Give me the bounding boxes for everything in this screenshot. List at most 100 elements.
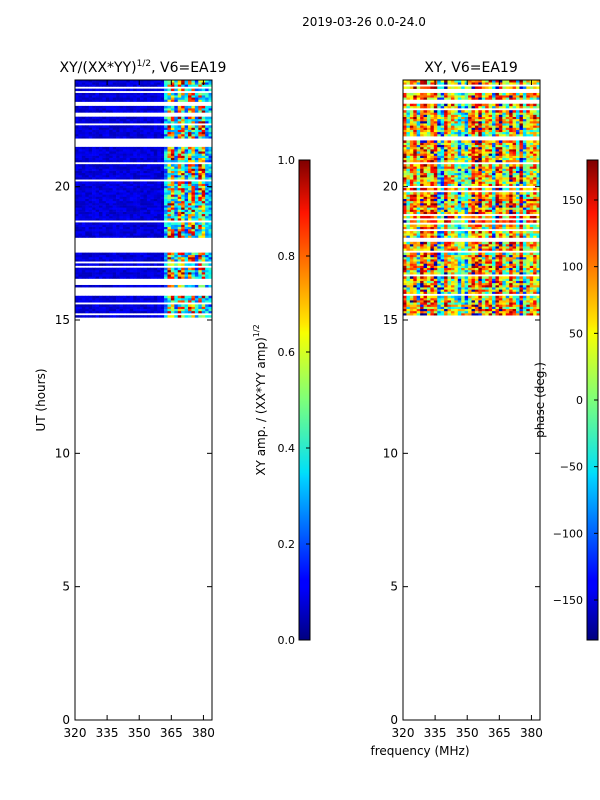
heatmap-cell: [481, 248, 486, 251]
heatmap-cell: [170, 300, 175, 303]
heatmap-cell: [167, 209, 172, 212]
heatmap-cell: [430, 313, 435, 316]
heatmap-cell: [122, 209, 127, 212]
heatmap-cell: [160, 304, 165, 307]
heatmap-cell: [140, 207, 144, 210]
heatmap-cell: [164, 228, 168, 232]
heatmap-cell: [170, 133, 175, 137]
heatmap-cell: [143, 222, 148, 225]
heatmap-cell: [122, 151, 127, 154]
heatmap-cell: [454, 278, 459, 281]
heatmap-cell: [75, 215, 79, 219]
heatmap-cell: [526, 243, 531, 247]
heatmap-cell: [440, 263, 445, 266]
heatmap-cell: [109, 228, 113, 232]
heatmap-cell: [92, 192, 96, 195]
heatmap-cell: [447, 252, 452, 256]
heatmap-cell: [88, 205, 93, 208]
heatmap-cell: [116, 192, 120, 195]
heatmap-cell: [160, 306, 165, 310]
heatmap-cell: [140, 306, 144, 310]
heatmap-cell: [109, 297, 113, 301]
heatmap-cell: [170, 159, 175, 163]
heatmap-cell: [444, 304, 448, 307]
heatmap-cell: [133, 209, 137, 212]
heatmap-cell: [526, 269, 531, 273]
heatmap-cell: [481, 215, 486, 219]
heatmap-cell: [208, 131, 213, 135]
heatmap-cell: [198, 164, 203, 167]
heatmap-cell: [140, 205, 144, 208]
heatmap-cell: [205, 308, 209, 312]
heatmap-cell: [167, 207, 172, 210]
heatmap-cell: [174, 211, 179, 215]
heatmap-cell: [92, 256, 96, 260]
heatmap-cell: [423, 287, 428, 290]
heatmap-cell: [461, 291, 465, 294]
heatmap-cell: [433, 211, 438, 215]
heatmap-cell: [478, 235, 483, 238]
heatmap-cell: [75, 192, 79, 195]
heatmap-cell: [88, 99, 93, 102]
heatmap-cell: [519, 235, 524, 238]
heatmap-cell: [468, 297, 472, 301]
heatmap-cell: [423, 306, 428, 310]
heatmap-cell: [454, 282, 459, 286]
heatmap-cell: [167, 194, 172, 197]
heatmap-cell: [75, 80, 79, 83]
heatmap-cell: [181, 205, 185, 208]
heatmap-cell: [184, 129, 189, 133]
heatmap-cell: [146, 157, 151, 161]
heatmap-cell: [109, 84, 113, 87]
heatmap-cell: [492, 202, 496, 206]
heatmap-cell: [461, 265, 465, 269]
heatmap-cell: [75, 263, 79, 266]
heatmap-cell: [160, 170, 165, 174]
heatmap-cell: [133, 155, 137, 158]
heatmap-cell: [516, 284, 520, 288]
heatmap-cell: [423, 261, 428, 264]
heatmap-cell: [191, 164, 196, 167]
heatmap-cell: [498, 209, 503, 212]
heatmap-cell: [406, 267, 411, 271]
heatmap-cell: [146, 92, 151, 96]
heatmap-cell: [160, 194, 165, 197]
heatmap-cell: [450, 254, 455, 258]
heatmap-cell: [153, 252, 158, 256]
heatmap-cell: [133, 310, 137, 314]
heatmap-cell: [150, 263, 155, 266]
heatmap-cell: [184, 200, 189, 204]
heatmap-cell: [426, 287, 431, 290]
heatmap-cell: [461, 302, 465, 305]
heatmap-cell: [112, 116, 117, 120]
heatmap-cell: [85, 97, 90, 100]
heatmap-cell: [457, 196, 462, 199]
heatmap-cell: [181, 82, 185, 85]
heatmap-cell: [157, 306, 161, 310]
heatmap-cell: [122, 168, 127, 171]
heatmap-cell: [413, 261, 418, 264]
heatmap-cell: [92, 300, 96, 303]
heatmap-cell: [153, 82, 158, 85]
heatmap-cell: [129, 116, 134, 120]
heatmap-cell: [105, 274, 110, 277]
heatmap-cell: [485, 254, 489, 258]
heatmap-cell: [105, 306, 110, 310]
heatmap-cell: [492, 248, 496, 251]
heatmap-cell: [126, 263, 131, 266]
heatmap-cell: [181, 218, 185, 221]
heatmap-cell: [88, 284, 93, 288]
heatmap-cell: [78, 211, 83, 215]
heatmap-cell: [488, 263, 493, 266]
heatmap-cell: [512, 211, 517, 215]
heatmap-cell: [116, 183, 120, 187]
heatmap-cell: [471, 287, 476, 290]
heatmap-cell: [160, 308, 165, 312]
heatmap-cell: [177, 269, 182, 273]
heatmap-cell: [188, 185, 192, 189]
heatmap-cell: [420, 300, 424, 303]
heatmap-cell: [413, 209, 418, 212]
heatmap-cell: [536, 226, 541, 230]
heatmap-cell: [112, 97, 117, 100]
heatmap-cell: [526, 297, 531, 301]
